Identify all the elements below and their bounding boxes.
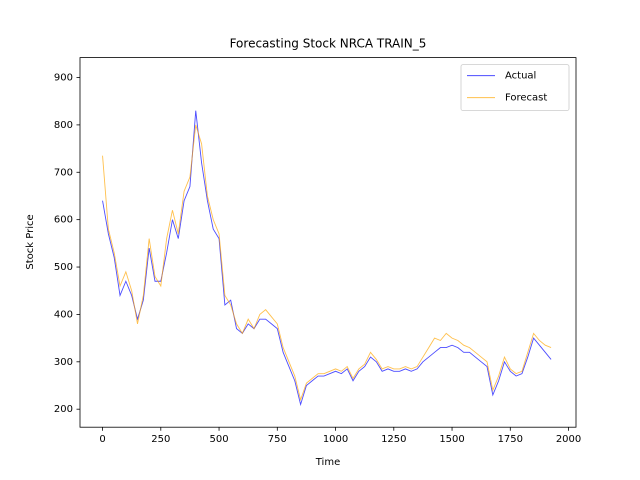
x-axis-label: Time — [315, 457, 340, 468]
y-axis-label: Stock Price — [25, 214, 36, 269]
legend-label: Forecast — [505, 93, 547, 104]
y-tick-label: 700 — [54, 167, 73, 178]
x-tick-label: 1500 — [439, 434, 464, 445]
x-tick-label: 0 — [99, 434, 105, 445]
x-tick-label: 250 — [151, 434, 170, 445]
y-tick-label: 800 — [54, 120, 73, 131]
x-tick-label: 500 — [210, 434, 229, 445]
y-tick-label: 200 — [54, 404, 73, 415]
line-series — [102, 124, 552, 402]
legend-label: Actual — [505, 71, 536, 82]
chart-title: Forecasting Stock NRCA TRAIN_5 — [230, 37, 427, 51]
y-tick-label: 400 — [54, 309, 73, 320]
x-tick-label: 750 — [268, 434, 287, 445]
y-tick-label: 500 — [54, 262, 73, 273]
y-tick-label: 600 — [54, 215, 73, 226]
x-tick-label: 2000 — [556, 434, 581, 445]
y-tick-label: 300 — [54, 357, 73, 368]
line-series — [102, 110, 552, 407]
x-tick-label: 1000 — [323, 434, 348, 445]
plot-frame — [79, 57, 577, 428]
x-tick-label: 1250 — [381, 434, 406, 445]
x-tick-label: 1750 — [498, 434, 523, 445]
y-tick-label: 900 — [54, 73, 73, 84]
